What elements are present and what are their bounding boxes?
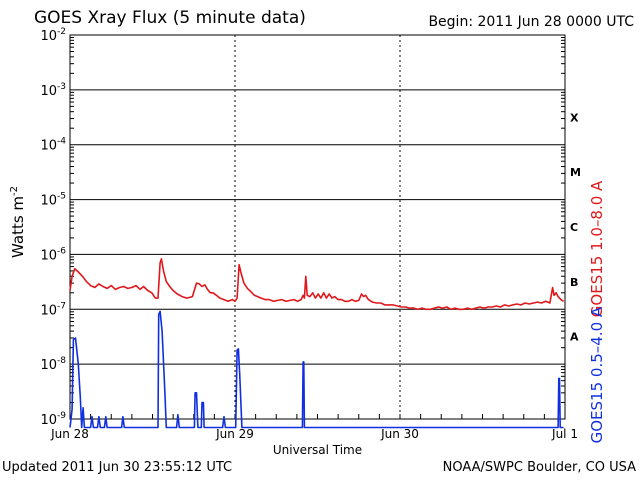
y-tick-label: 10-2 [40,27,66,44]
legend-series-1: GOES15 1.0–8.0 A [588,180,606,317]
begin-timestamp: Begin: 2011 Jun 28 0000 UTC [428,14,634,30]
x-tick-label: Jun 28 [50,427,89,441]
flare-class-b: B [570,276,578,289]
flare-class-c: C [570,221,578,234]
flare-class-m: M [570,166,581,179]
y-tick-label: 10-5 [40,192,66,209]
x-tick-label: Jun 30 [380,427,419,441]
y-tick-label: 10-9 [40,411,66,428]
y-tick-label: 10-6 [40,246,66,263]
x-tick-label: Jun 29 [215,427,254,441]
legend-series-2: GOES15 0.5–4.0 A [588,306,606,443]
flare-class-x: X [570,111,579,124]
x-tick-label: Jul 1 [551,427,578,441]
plot-frame [69,34,566,420]
series-line-2 [69,310,564,429]
y-tick-label: 10-4 [40,137,66,154]
y-axis-label: Watts m-2 [9,186,27,258]
y-tick-label: 10-7 [40,301,66,318]
y-tick-label: 10-3 [40,82,66,99]
credit-line: NOAA/SWPC Boulder, CO USA [442,460,636,475]
series-line-1 [69,258,565,311]
flare-class-a: A [570,331,579,344]
updated-timestamp: Updated 2011 Jun 30 23:55:12 UTC [2,460,233,475]
chart-title: GOES Xray Flux (5 minute data) [34,8,306,28]
x-axis-label: Universal Time [273,443,362,457]
y-tick-label: 10-8 [40,356,66,373]
